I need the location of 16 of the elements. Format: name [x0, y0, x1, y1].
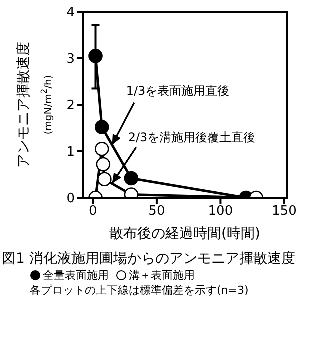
annotation: 2/3を溝施用後覆土直後: [128, 130, 256, 145]
y-tick-label: 4: [66, 6, 75, 21]
y-tick-label: 1: [66, 145, 75, 160]
legend-label: 溝＋表面施用: [129, 268, 195, 283]
x-axis-title: 散布後の経過時間(時間): [110, 226, 260, 242]
y-tick-label: 2: [66, 98, 75, 114]
text: 各プロットの上下線は標準偏差を示す(n=3): [30, 283, 250, 298]
x-tick-label: 50: [148, 204, 166, 220]
x-tick-label: 0: [89, 204, 98, 220]
annotation: 1/3を表面施用直後: [126, 84, 230, 98]
x-tick-label: 100: [208, 204, 234, 220]
legend-label: 全量表面施用: [43, 268, 109, 283]
x-tick-label: 150: [272, 204, 297, 220]
text: 図1 消化液施用圃場からのアンモニア揮散速度: [2, 250, 296, 268]
y-tick-label: 0: [66, 192, 75, 207]
y-tick-label: 3: [66, 52, 75, 68]
